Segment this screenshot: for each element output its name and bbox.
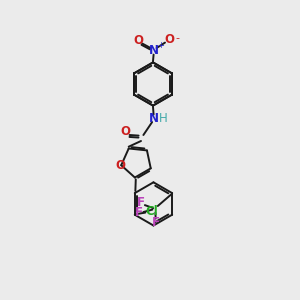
Text: O: O [164,33,174,46]
Text: F: F [137,196,145,208]
Text: -: - [176,33,180,43]
Text: Cl: Cl [145,205,158,218]
Text: O: O [133,34,143,47]
Text: N: N [148,44,159,58]
Text: O: O [120,125,130,139]
Text: N: N [148,112,159,125]
Text: +: + [157,41,164,50]
Text: O: O [115,159,125,172]
Text: F: F [135,206,143,219]
Text: F: F [152,216,160,229]
Text: H: H [159,112,168,125]
